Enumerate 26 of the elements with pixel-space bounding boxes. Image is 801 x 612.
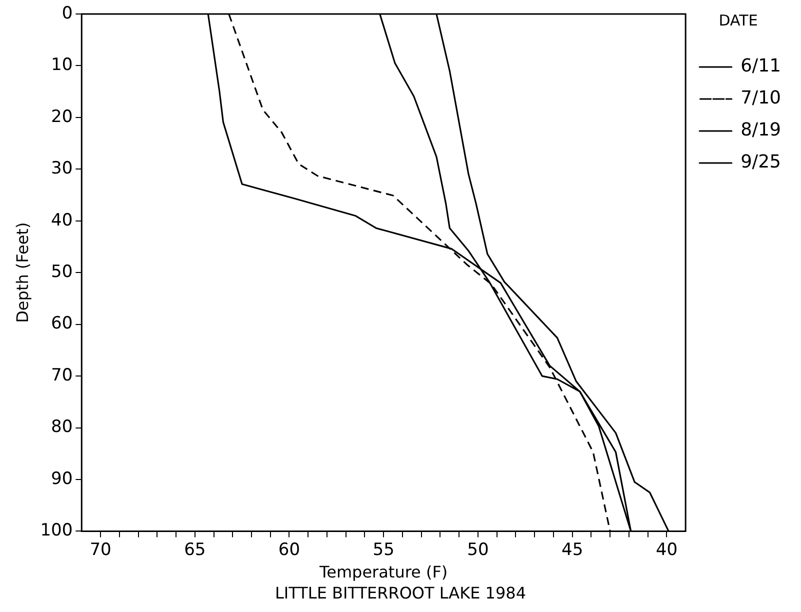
x-tick-label: 70 — [90, 540, 112, 560]
y-tick-label: 20 — [51, 106, 73, 127]
legend-title: DATE — [718, 11, 758, 30]
y-tick-label: 100 — [40, 520, 73, 541]
y-tick-label: 40 — [51, 210, 73, 230]
y-tick-label: 30 — [51, 158, 73, 179]
y-tick-label: 50 — [51, 262, 73, 282]
text: LITTLE BITTERROOT LAKE 1984 — [275, 584, 526, 603]
y-tick-label: 80 — [51, 417, 73, 438]
y-tick-label: 70 — [51, 365, 73, 386]
y-tick-label: 10 — [51, 55, 73, 76]
legend-label: 9/25 — [740, 152, 781, 173]
x-tick-label: 60 — [278, 540, 300, 560]
x-tick-label: 55 — [372, 540, 394, 560]
y-tick-label: 60 — [51, 314, 73, 334]
x-tick-label: 40 — [656, 540, 678, 560]
x-tick-label: 45 — [562, 540, 584, 560]
legend-label: 6/11 — [740, 56, 781, 77]
x-tick-label: 50 — [467, 540, 489, 560]
y-tick-label: 90 — [51, 468, 73, 489]
legend-label: 7/10 — [740, 88, 781, 109]
y-tick-label: 0 — [62, 3, 73, 24]
legend-label: 8/19 — [740, 120, 781, 141]
x-axis-title: Temperature (F) — [318, 562, 448, 582]
x-tick-label: 65 — [184, 540, 206, 560]
y-axis-title: Depth (Feet) — [12, 222, 32, 323]
